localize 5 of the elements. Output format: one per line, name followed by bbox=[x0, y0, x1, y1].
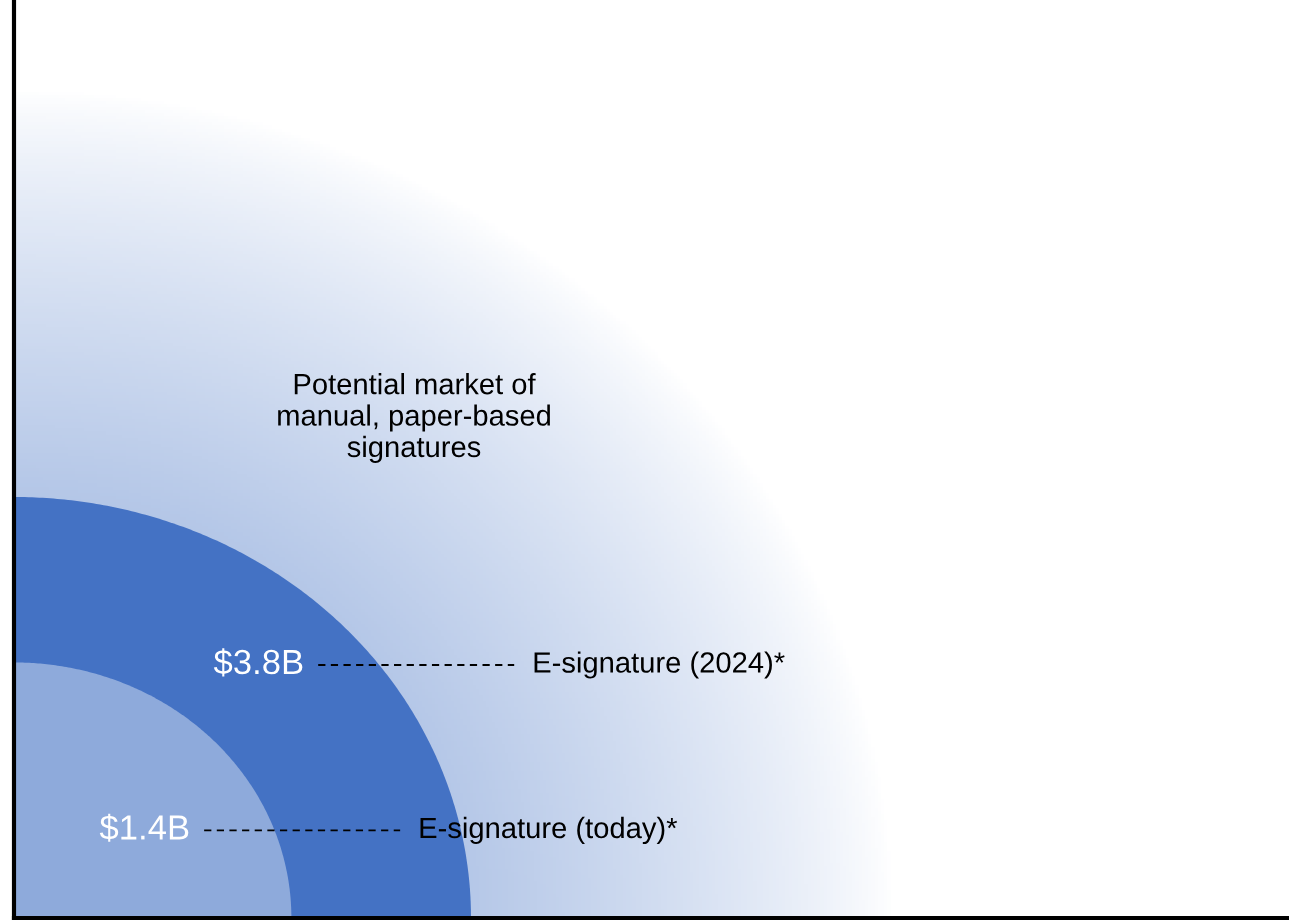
data-label: $1.4B bbox=[99, 813, 189, 842]
text: Potential market of manual, paper-based signatures bbox=[278, 372, 550, 464]
category-label: E-signature (today)* bbox=[420, 816, 678, 845]
category-label: E-signature (2024)* bbox=[534, 651, 785, 679]
data-label: $3.8B bbox=[213, 648, 303, 677]
